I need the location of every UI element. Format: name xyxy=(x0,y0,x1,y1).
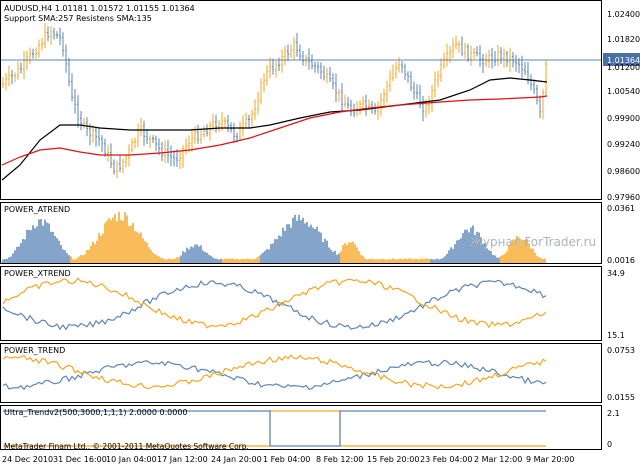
power-atrend-label: POWER_ATREND xyxy=(4,205,70,214)
price-tick-label: 0.97960 xyxy=(607,193,640,202)
atrend-tick-bottom: 0.0016 xyxy=(607,256,635,265)
price-tick-label: 0.98600 xyxy=(607,167,640,176)
copyright-text: MetaTrader Finam Ltd., © 2001-2011 MetaQ… xyxy=(4,442,249,451)
support-sma-line xyxy=(1,77,548,181)
time-axis-label: 1 Feb 04:00 xyxy=(263,455,310,464)
price-tick-label: 1.02400 xyxy=(607,10,640,19)
xtrend-tick-top: 34.9 xyxy=(607,269,625,278)
resistance-sma-line xyxy=(1,95,548,166)
time-axis-label: 10 Jan 04:00 xyxy=(106,455,157,464)
ultra-trend-panel[interactable] xyxy=(0,405,602,450)
trend-tick-top: 0.0753 xyxy=(607,346,635,355)
xtrend-tick-bottom: 15.1 xyxy=(607,331,625,340)
ultra-trend-blue-line xyxy=(3,410,546,447)
power-xtrend-label: POWER_XTREND xyxy=(4,269,71,278)
xtrend-blue-line xyxy=(2,279,547,331)
time-axis-label: 24 Dec 2010 xyxy=(2,455,53,464)
power-trend-label: POWER_TREND xyxy=(4,346,65,355)
atrend-tick-top: 0.0361 xyxy=(607,204,635,213)
price-tick-label: 0.99900 xyxy=(607,114,640,123)
sma-legend: Support SMA:257 Resistens SMA:135 xyxy=(4,14,152,23)
time-axis-label: 8 Feb 12:00 xyxy=(316,455,363,464)
current-price-tag xyxy=(603,53,640,66)
watermark: Журнал ForTrader.ru xyxy=(470,235,596,249)
ultra-trend-orange-line xyxy=(3,410,546,447)
power-xtrend-panel[interactable] xyxy=(0,266,602,341)
ultra-tick-top: 2.1 xyxy=(607,409,620,418)
price-tick-label: 1.01820 xyxy=(607,35,640,44)
price-bars-layer xyxy=(1,23,548,181)
power-trend-panel[interactable] xyxy=(0,343,602,403)
main-price-panel[interactable] xyxy=(0,0,602,200)
time-axis-label: 9 Mar 20:00 xyxy=(526,455,574,464)
trend-blue-line xyxy=(2,359,547,391)
symbol-header: AUDUSD,H4 1.01181 1.01572 1.01155 1.0136… xyxy=(4,4,195,13)
trend-orange-line xyxy=(2,354,547,390)
time-axis-label: 17 Jan 12:00 xyxy=(157,455,208,464)
time-axis-label: 15 Feb 20:00 xyxy=(367,455,419,464)
price-tick-label: 1.01200 xyxy=(607,63,640,72)
time-axis-label: 23 Feb 04:00 xyxy=(420,455,472,464)
trend-tick-bottom: 0.0155 xyxy=(607,393,635,402)
xtrend-orange-line xyxy=(2,277,547,329)
time-axis-label: 31 Dec 16:00 xyxy=(53,455,107,464)
ultra-tick-bottom: 0 xyxy=(607,440,612,449)
price-tick-label: 1.00540 xyxy=(607,87,640,96)
ultra-trend-label: Ultra_Trendv2(500,3000,1,1,1) 2.0000 0.0… xyxy=(4,408,188,417)
current-price-label: 1.01364 xyxy=(607,56,640,65)
time-axis-label: 2 Mar 12:00 xyxy=(474,455,522,464)
price-tick-label: 0.99240 xyxy=(607,140,640,149)
indicator-layer xyxy=(2,211,547,447)
time-axis-label: 24 Jan 20:00 xyxy=(211,455,262,464)
